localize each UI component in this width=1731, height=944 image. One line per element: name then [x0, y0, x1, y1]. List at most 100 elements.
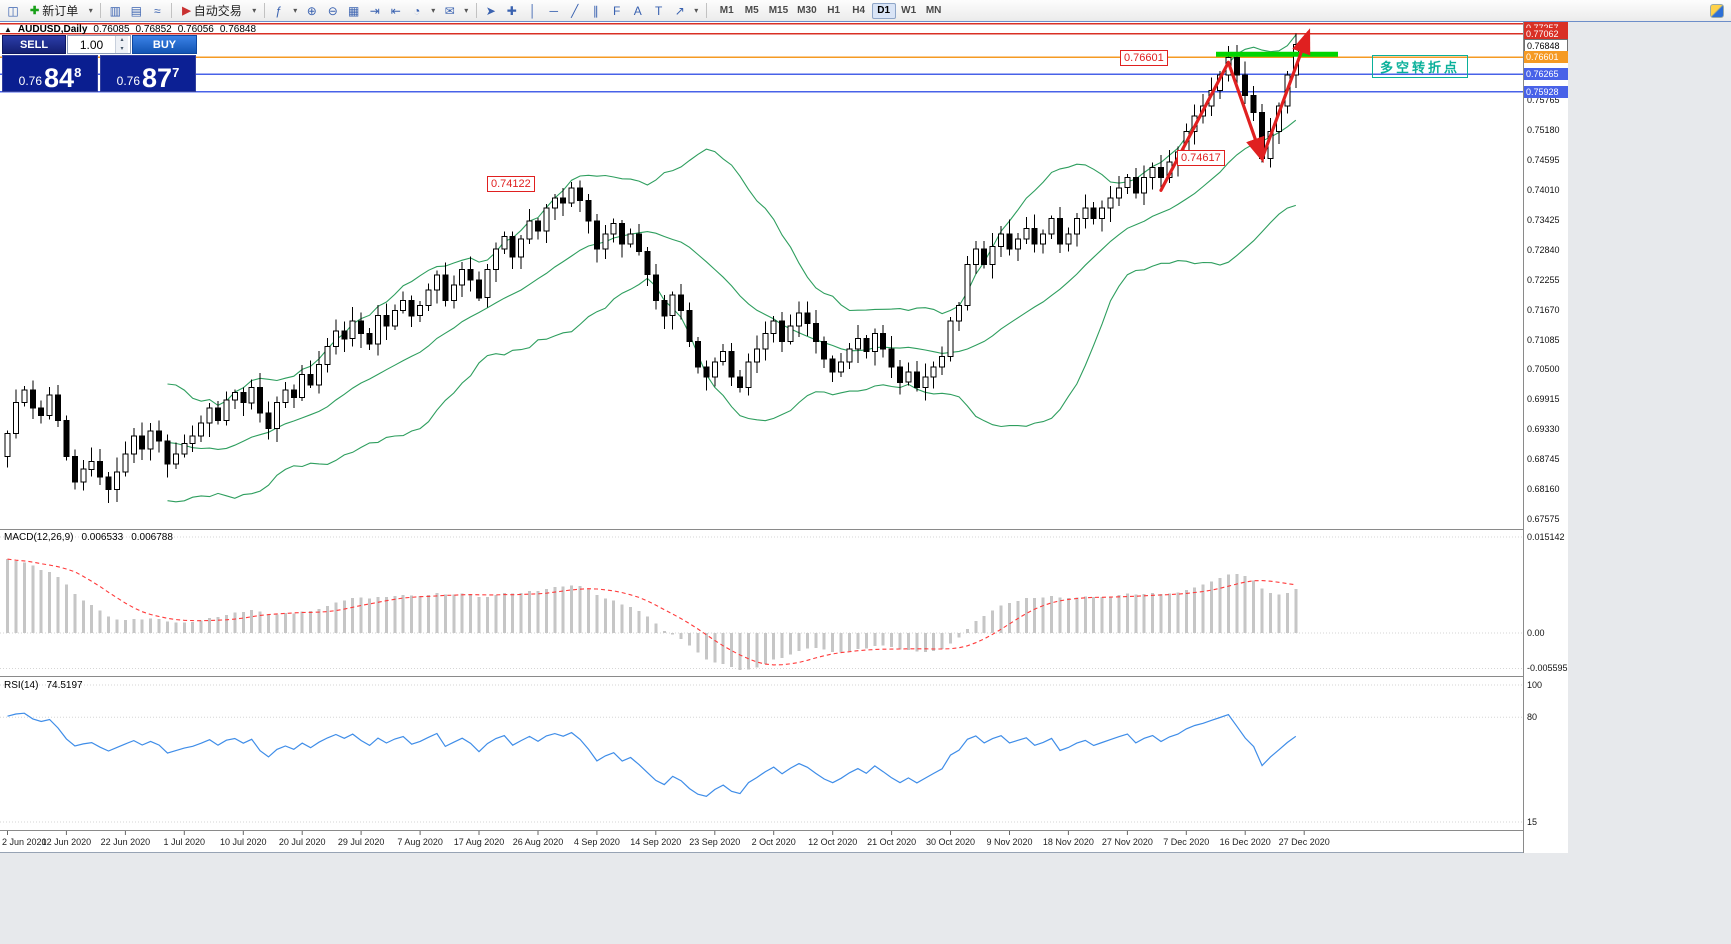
- buy-button[interactable]: BUY: [132, 35, 197, 54]
- templates-icon[interactable]: ✉: [444, 3, 455, 18]
- timeframe-bar: M1 M5 M15 M30 H1 H4 D1 W1 MN: [715, 2, 946, 19]
- indicators-dropdown-icon[interactable]: ▾: [293, 6, 298, 15]
- timeframe-m30-button[interactable]: M30: [797, 5, 817, 16]
- candle: [770, 320, 777, 335]
- app-logo-icon[interactable]: [1710, 3, 1724, 18]
- timeframe-m1-button[interactable]: M1: [719, 5, 734, 16]
- timeframe-d1-button[interactable]: D1: [871, 2, 896, 19]
- arrows-dropdown-icon[interactable]: ▾: [694, 6, 699, 15]
- timeframe-h4-button[interactable]: H4: [852, 5, 866, 16]
- candle: [240, 392, 247, 404]
- toolbar: ◫ ✚ 新订单 ▾ ▥ ▤ ≈ ▶ 自动交易 ▾ ƒ ▾ ⊕ ⊖ ▦ ⇥ ⇤ ◔ ▾ ✉ ▾ ➤ ✚ │ ─ ╱ ∥ F A T ↗ ▾ M1…: [0, 0, 1731, 22]
- candle: [947, 320, 954, 358]
- arrows-icon[interactable]: ↗: [674, 3, 685, 18]
- candle: [1031, 228, 1038, 245]
- macd-main-value: 0.006533: [81, 532, 124, 543]
- date-label: 21 Oct 2020: [867, 837, 916, 847]
- rsi-line: [7, 712, 1297, 797]
- fibonacci-icon[interactable]: F: [613, 3, 621, 18]
- tile-windows-icon[interactable]: ▦: [348, 3, 360, 18]
- candle: [442, 274, 449, 301]
- date-label: 12 Oct 2020: [808, 837, 857, 847]
- ask-price-display[interactable]: 0.76 87 7: [100, 55, 196, 92]
- timeframe-h1-button[interactable]: H1: [827, 5, 841, 16]
- candle: [1099, 207, 1106, 219]
- price-scale-label: 0.75765: [1527, 95, 1560, 105]
- mt4-terminal: ◫ ✚ 新订单 ▾ ▥ ▤ ≈ ▶ 自动交易 ▾ ƒ ▾ ⊕ ⊖ ▦ ⇥ ⇤ ◔ ▾ ✉ ▾ ➤ ✚ │ ─ ╱ ∥ F A T ↗ ▾ M1…: [0, 0, 1731, 853]
- candle: [804, 312, 811, 324]
- timeframe-m5-button[interactable]: M5: [744, 5, 759, 16]
- candle: [543, 207, 550, 232]
- horizontal-line-icon[interactable]: ─: [549, 3, 558, 18]
- timeframe-w1-button[interactable]: W1: [901, 5, 917, 16]
- candle: [905, 371, 912, 383]
- trendline-icon[interactable]: ╱: [571, 3, 579, 18]
- candle: [1057, 218, 1063, 245]
- candle: [349, 320, 356, 340]
- templates-dropdown-icon[interactable]: ▾: [464, 6, 469, 15]
- candle: [854, 338, 861, 350]
- new-chart-icon[interactable]: ◫: [7, 3, 19, 18]
- trend-arrow-line[interactable]: [1159, 60, 1231, 192]
- auto-scroll-icon[interactable]: ⇥: [369, 3, 380, 18]
- candle: [897, 366, 903, 383]
- candle: [223, 399, 230, 422]
- zoom-in-icon[interactable]: ⊕: [306, 3, 317, 18]
- text-icon[interactable]: A: [633, 3, 642, 18]
- one-click-collapse-icon[interactable]: ▲: [4, 25, 12, 34]
- price-annotation[interactable]: 0.76601: [1120, 50, 1168, 66]
- date-label: 27 Dec 2020: [1279, 837, 1330, 847]
- zoom-out-icon[interactable]: ⊖: [327, 3, 338, 18]
- candle: [139, 435, 146, 450]
- candle: [215, 407, 221, 422]
- price-annotation[interactable]: 0.74617: [1177, 150, 1225, 166]
- trend-arrow-line[interactable]: [1260, 28, 1311, 161]
- candle: [678, 294, 685, 312]
- text-label-icon[interactable]: T: [655, 3, 663, 18]
- candle: [450, 284, 457, 301]
- candle: [206, 407, 213, 424]
- new-order-dropdown-icon[interactable]: ▾: [88, 6, 93, 15]
- autotrading-button[interactable]: ▶ 自动交易: [176, 2, 247, 20]
- candle: [787, 325, 794, 342]
- trend-arrows[interactable]: [1159, 28, 1311, 192]
- volume-input[interactable]: [68, 36, 115, 53]
- candle: [922, 376, 929, 388]
- cursor-icon[interactable]: ➤: [485, 3, 496, 18]
- bar-chart-icon[interactable]: ▥: [109, 3, 121, 18]
- periods-icon[interactable]: ◔: [413, 3, 421, 18]
- timeframe-mn-button[interactable]: MN: [925, 5, 942, 16]
- chart-shift-icon[interactable]: ⇤: [390, 3, 401, 18]
- autotrading-dropdown-icon[interactable]: ▾: [252, 6, 257, 15]
- candle: [686, 310, 693, 342]
- sell-button[interactable]: SELL: [2, 35, 66, 54]
- volume-down-button[interactable]: ▾: [116, 44, 128, 53]
- bollinger-lower-band: [167, 204, 1296, 503]
- candle: [829, 358, 836, 373]
- horizontal-price-lines[interactable]: [0, 22, 1523, 93]
- price-scale[interactable]: 0.75765 0.75180 0.74595 0.74010 0.73425 0.728…: [1523, 22, 1568, 853]
- vertical-line-icon[interactable]: │: [528, 3, 537, 18]
- crosshair-icon[interactable]: ✚: [506, 3, 517, 18]
- candle: [796, 312, 802, 327]
- candlestick-chart-icon[interactable]: ▤: [130, 3, 142, 18]
- candle: [21, 389, 28, 404]
- price-annotation[interactable]: 0.74122: [487, 176, 535, 192]
- candle: [476, 279, 482, 299]
- channel-icon[interactable]: ∥: [592, 3, 599, 18]
- date-label: 17 Aug 2020: [454, 837, 505, 847]
- periods-dropdown-icon[interactable]: ▾: [431, 6, 436, 15]
- new-order-button[interactable]: ✚ 新订单: [24, 2, 84, 20]
- trend-arrow-line[interactable]: [1226, 60, 1265, 164]
- line-chart-icon[interactable]: ≈: [153, 3, 161, 18]
- bid-price-display[interactable]: 0.76 84 8: [2, 55, 98, 92]
- timeframe-m15-button[interactable]: M15: [768, 5, 789, 16]
- turning-point-note[interactable]: 多空转折点: [1372, 55, 1469, 78]
- volume-up-button[interactable]: ▴: [116, 36, 128, 45]
- candle: [147, 430, 154, 450]
- rsi-label: RSI(14) 74.5197: [4, 680, 83, 691]
- indicators-icon[interactable]: ƒ: [275, 3, 283, 18]
- price-scale-label: 0.69915: [1527, 394, 1560, 404]
